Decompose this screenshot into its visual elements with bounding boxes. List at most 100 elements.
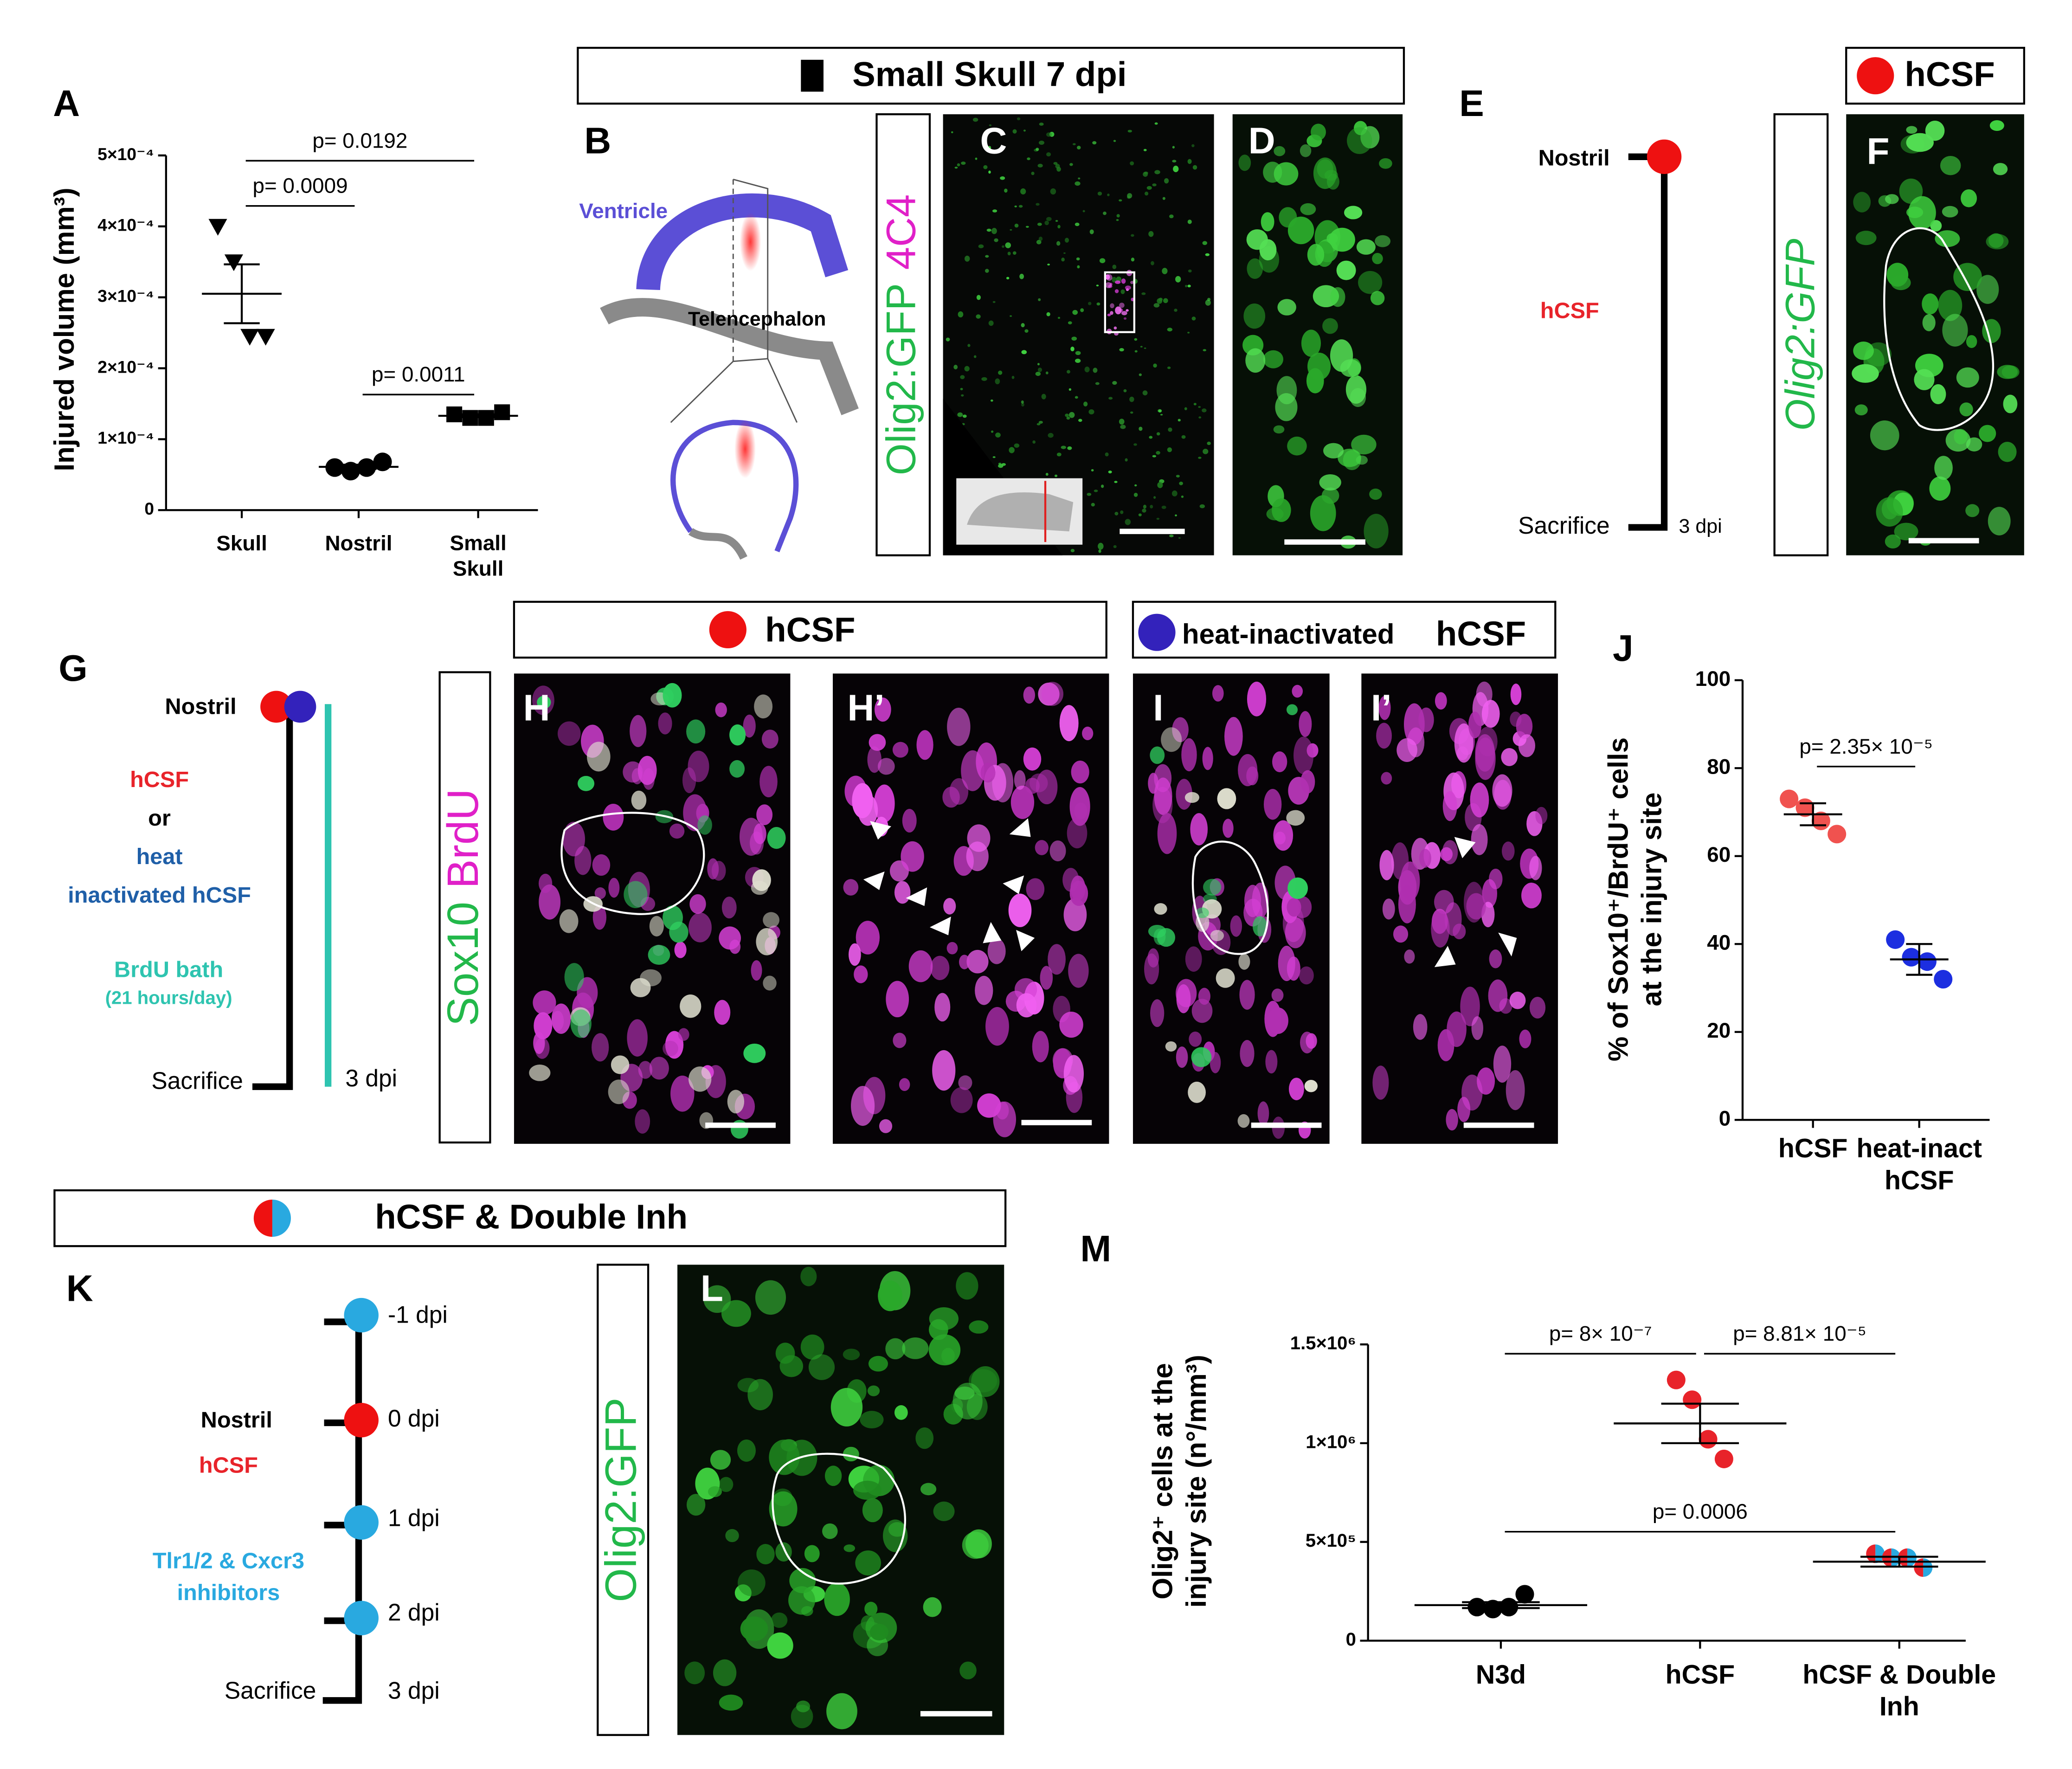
p-value: p= 8× 10⁻⁷ [1549, 1322, 1652, 1345]
cell [1149, 436, 1153, 439]
cell [752, 869, 771, 891]
cell [1010, 785, 1035, 819]
cell [1519, 1029, 1531, 1049]
cell [800, 1334, 824, 1360]
channel-name: 4C4 [878, 194, 924, 270]
cell [852, 783, 873, 819]
scale-bars [705, 529, 1979, 1717]
cell [1202, 747, 1213, 770]
cell [965, 255, 970, 262]
cell [1191, 999, 1213, 1023]
arrowhead [870, 821, 891, 840]
cell [1084, 366, 1090, 373]
cell [985, 255, 989, 258]
cell [969, 1320, 989, 1334]
cell [1014, 205, 1017, 207]
cell [957, 163, 960, 167]
cell [930, 956, 950, 981]
label: or [148, 806, 171, 831]
error-bar [1462, 1601, 1540, 1609]
cell [1169, 214, 1174, 219]
cell [1176, 475, 1180, 478]
cell [853, 1480, 882, 1500]
cell [1351, 434, 1377, 455]
cell [869, 734, 886, 751]
cell [1203, 449, 1209, 454]
cell [1075, 358, 1081, 363]
cell [1173, 166, 1179, 173]
image-texture [529, 117, 2020, 1730]
y-tick-label: 60 [1707, 843, 1731, 866]
cell [1082, 726, 1094, 740]
panel-label: H’ [847, 687, 884, 729]
cell [1131, 258, 1135, 262]
cell [1940, 155, 1961, 175]
cell [1198, 406, 1201, 408]
cell [1521, 883, 1542, 909]
cell [635, 1109, 650, 1134]
cell [1068, 412, 1075, 418]
cell [1021, 403, 1024, 407]
cell [1369, 488, 1382, 500]
cell [1276, 376, 1297, 405]
cell [1120, 510, 1124, 514]
cell [1181, 738, 1197, 772]
point [1902, 948, 1921, 967]
y-tick-label: 1×10⁻⁴ [97, 428, 154, 447]
cell [991, 228, 997, 234]
arrowhead [906, 887, 927, 906]
cell [1066, 416, 1070, 420]
point [240, 329, 259, 346]
cell [1012, 251, 1017, 255]
x-tick-label: heat-inact hCSF [1857, 1134, 1982, 1195]
cell [1123, 389, 1127, 393]
cell [860, 1411, 884, 1429]
cell [1238, 155, 1251, 171]
cell [1396, 738, 1417, 762]
cell [1119, 199, 1122, 202]
cell [721, 1300, 751, 1327]
cell [1010, 229, 1012, 231]
cell [966, 949, 989, 974]
cell [1067, 370, 1070, 374]
label: Tlr1/2 & Cxcr3 [153, 1548, 304, 1573]
cell [767, 827, 786, 849]
cell [2003, 394, 2018, 413]
cell [1000, 176, 1005, 180]
cell [1019, 273, 1024, 279]
cell [992, 301, 996, 303]
header-box [53, 1189, 1007, 1247]
cell [1116, 219, 1119, 221]
cell [1185, 946, 1202, 972]
cell [1299, 711, 1312, 737]
cell [1212, 685, 1224, 702]
cell [988, 170, 991, 174]
cell [631, 768, 643, 785]
cell [1075, 396, 1078, 399]
cell [908, 950, 933, 982]
channel-name: BrdU [438, 788, 488, 888]
cell [902, 808, 917, 833]
cell [1338, 448, 1362, 467]
cell [1097, 191, 1102, 196]
cell [1492, 774, 1512, 807]
panel-label: I’ [1371, 687, 1392, 729]
cell [1016, 993, 1037, 1018]
cell [1119, 303, 1125, 308]
label: Ventricle [579, 199, 668, 223]
cell [1150, 746, 1165, 764]
cell [1045, 472, 1049, 476]
cell [1125, 458, 1128, 462]
cell [592, 1033, 609, 1062]
cell [740, 1616, 768, 1641]
injury [740, 213, 761, 271]
cell [697, 815, 712, 835]
skull-icon [801, 59, 824, 92]
cell [608, 878, 620, 898]
cell [1193, 403, 1197, 406]
cell [689, 894, 706, 914]
cell [1922, 314, 1936, 331]
cell [1023, 747, 1042, 771]
cell [1247, 681, 1267, 717]
cell [674, 941, 687, 958]
